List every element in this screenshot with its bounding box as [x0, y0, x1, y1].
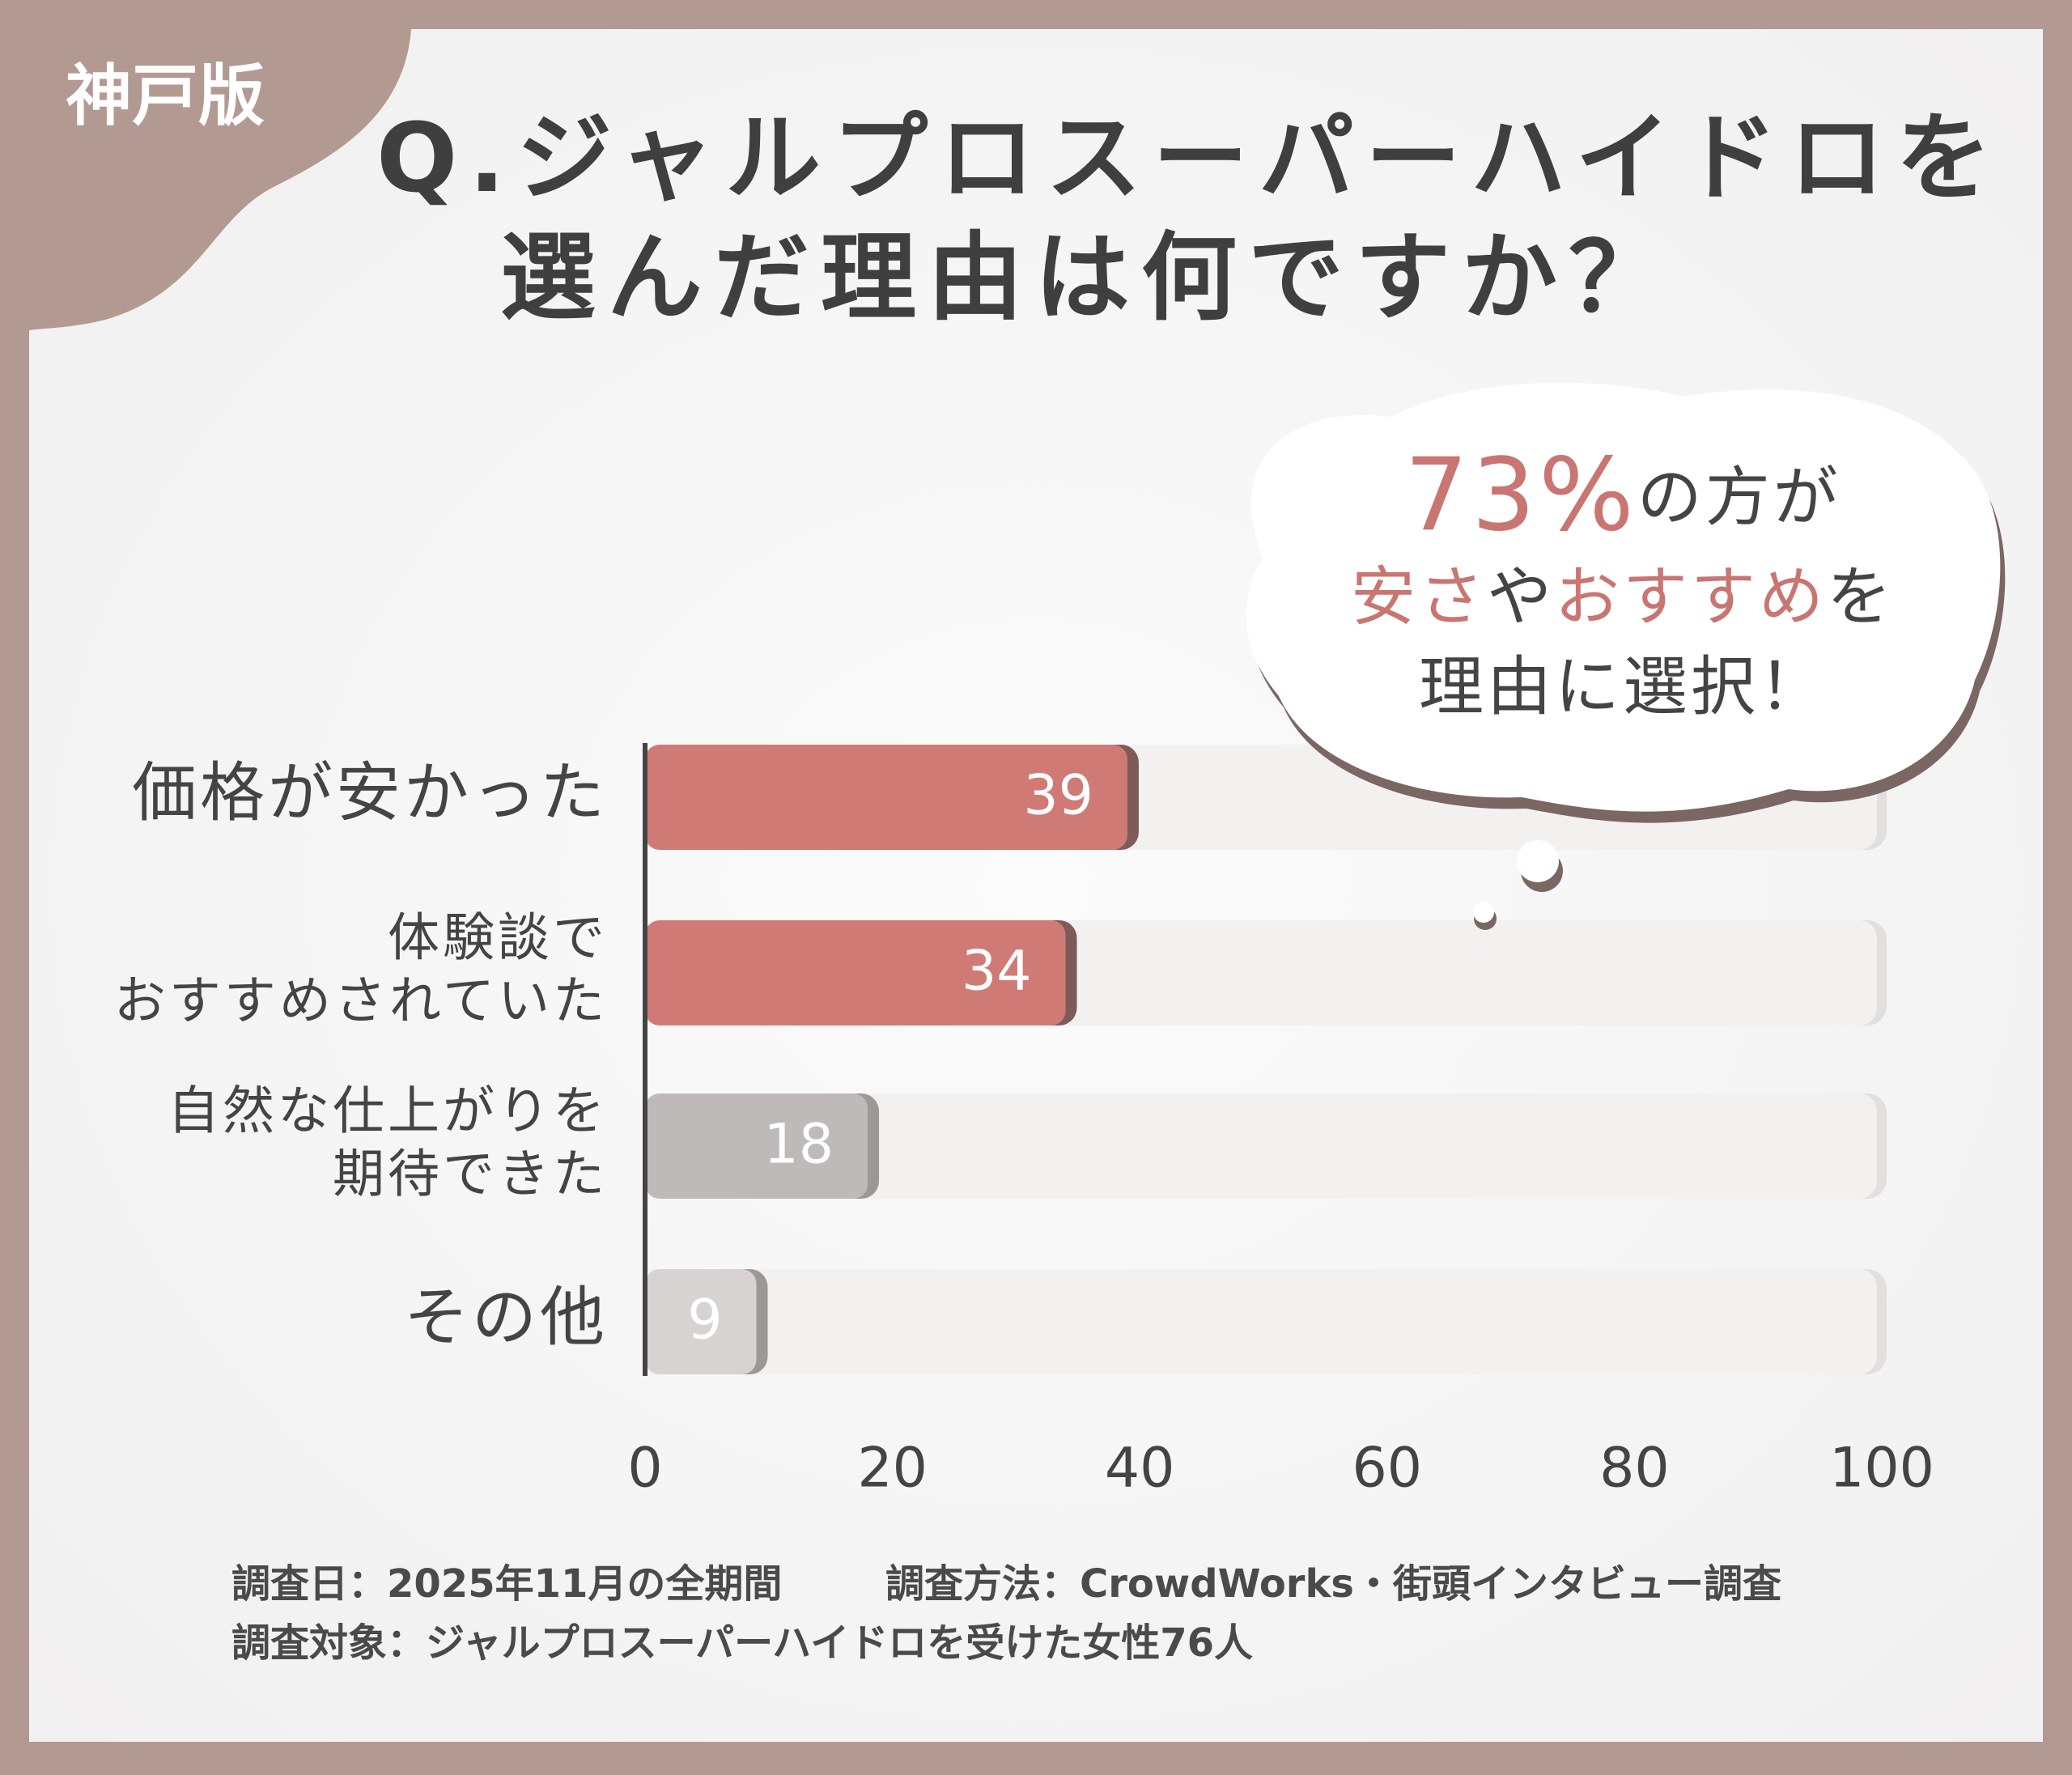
callout-text: 73%の方が [1404, 437, 1841, 554]
callout-segment: の方が [1637, 460, 1841, 535]
y-tick-label: 期待できた [333, 1145, 608, 1205]
bar-track [645, 1269, 1877, 1374]
callout-text: 安さやおすすめを [1351, 559, 1895, 635]
x-tick-label: 40 [1105, 1437, 1175, 1501]
footnote: 調査方法：CrowdWorks・街頭インタビュー調査 [885, 1561, 1781, 1607]
callout-dot [1517, 840, 1559, 882]
y-tick-label: おすすめされていた [114, 972, 608, 1032]
callout-text: 理由に選択！ [1419, 649, 1827, 724]
bar [645, 920, 1066, 1026]
x-tick-label: 100 [1829, 1437, 1934, 1501]
value-label: 18 [764, 1113, 834, 1177]
x-tick-label: 20 [857, 1437, 928, 1501]
y-tick-label: 価格が安かった [132, 755, 608, 830]
y-tick-label: 自然な仕上がりを [168, 1082, 608, 1142]
value-label: 34 [962, 940, 1032, 1004]
bar [645, 1093, 868, 1199]
callout-segment: や [1487, 559, 1555, 635]
value-label: 9 [687, 1289, 722, 1352]
plot: 39 34 18 9 価格が安かった体験談でおすすめされていた自然な仕上がりを期待できた… [114, 743, 1934, 1501]
callout-segment: 理由に選択！ [1419, 649, 1827, 724]
y-tick-label: その他 [404, 1280, 608, 1355]
value-label: 39 [1023, 764, 1093, 828]
callout-segment: 73% [1404, 437, 1637, 554]
callout-dot [1473, 902, 1494, 923]
bar [645, 745, 1127, 850]
bar-track [645, 1093, 1877, 1199]
bar [645, 1269, 757, 1374]
x-tick-label: 80 [1599, 1437, 1670, 1501]
title-line: 選んだ理由は何ですか？ [500, 222, 1675, 333]
title-line: Q.ジャルプロスーパーハイドロを [376, 102, 2002, 214]
x-tick-label: 0 [627, 1437, 662, 1501]
panel [29, 29, 2043, 1742]
footnote: 調査日：2025年11月の全期間 [231, 1561, 782, 1607]
callout [1246, 382, 2006, 930]
footnote: 調査対象：ジャルプロスーパーハイドロを受けた女性76人 [231, 1620, 1253, 1666]
x-tick-label: 60 [1352, 1437, 1423, 1501]
badge-shape [29, 29, 411, 330]
badge: 神戸版 [66, 57, 265, 134]
callout-body [1246, 382, 2001, 812]
callout-segment: おすすめ [1555, 559, 1827, 635]
callout-segment: 安さ [1351, 559, 1487, 635]
callout-segment: を [1827, 559, 1895, 635]
y-tick-label: 体験談で [388, 909, 608, 969]
